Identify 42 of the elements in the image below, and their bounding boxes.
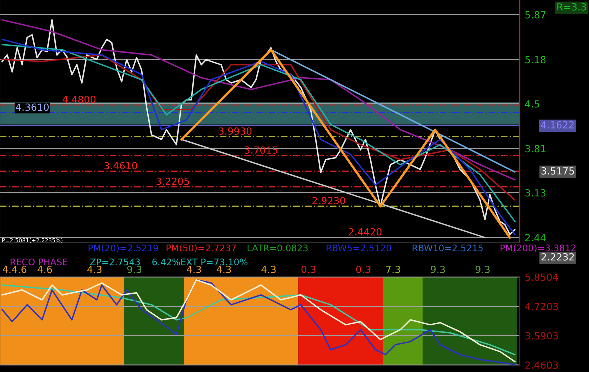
text: 0.3: [302, 266, 316, 274]
text: PM(50)=2.7237: [166, 244, 236, 253]
y-tick-label: 3.81: [526, 145, 546, 153]
y-tick-label: 4.7203: [525, 303, 558, 310]
ref-line-label: 3.9930: [219, 128, 252, 136]
text: RBW5=2.5120: [326, 244, 392, 252]
text: 4.3: [187, 266, 202, 274]
y-tick-label: 2.44: [526, 234, 546, 242]
y-tick-label: 5.8504: [526, 274, 558, 282]
y-tick-label: 3.13: [526, 189, 546, 197]
text: 9.3: [476, 266, 490, 274]
ref-line-label: 2.9230: [312, 197, 346, 205]
ref-line-label: 3.4610: [104, 162, 138, 170]
y-tick-label: 4.5: [525, 100, 540, 108]
text: RECO PHASE: [10, 258, 68, 266]
text: 4.3: [262, 266, 276, 274]
text: 4.6: [38, 266, 52, 274]
text: 0.3: [356, 266, 370, 274]
text: LATR=0.0823: [248, 244, 308, 252]
text: 4.3: [88, 266, 102, 274]
text: 4.4.6: [2, 266, 27, 274]
ref-line-label: 4.1622: [541, 121, 574, 129]
text: ZP=2.7543: [90, 258, 140, 266]
ref-line-label: 3.2205: [156, 178, 190, 186]
text: 9.3: [431, 266, 446, 274]
ref-line-label: 4.3610: [16, 104, 49, 112]
text: PM(200)=3.3812: [500, 244, 576, 253]
text: RBW10=2.5215: [412, 244, 483, 252]
text: R=3.3: [558, 3, 586, 11]
ref-line-label: 2.4420: [349, 228, 382, 236]
y-tick-label: 3.5903: [526, 332, 558, 340]
y-tick-label: 5.18: [526, 56, 546, 64]
ref-line-label: 4.4800: [62, 96, 96, 104]
text: 2.2232: [542, 253, 574, 261]
text: 6.42%EXT P=73.10%: [152, 258, 248, 266]
y-tick-label: 5.87: [526, 11, 546, 19]
text: 3.5175: [542, 167, 574, 175]
text: 4.3: [216, 266, 232, 274]
text: 9.3: [128, 266, 142, 274]
y-tick-label: 2.4603: [526, 362, 558, 370]
text: PM(20)=2.5219: [88, 244, 158, 253]
text: 7.3: [386, 266, 400, 274]
